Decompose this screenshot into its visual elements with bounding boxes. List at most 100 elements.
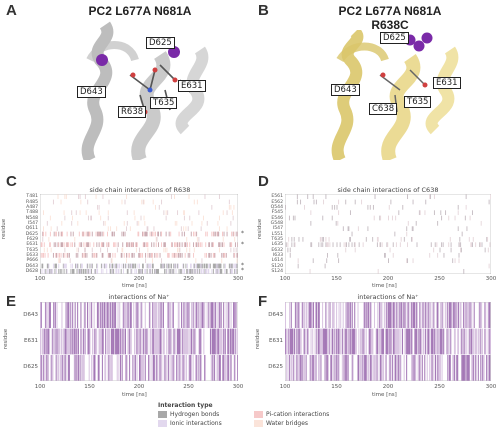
heatmap-cell [63, 263, 65, 269]
heatmap-cell [53, 302, 55, 329]
heatmap-cell [168, 268, 170, 274]
heatmap-cell [59, 252, 60, 258]
heatmap-cell [407, 328, 409, 355]
heatmap-cell [400, 354, 402, 381]
heatmap-cell [486, 236, 488, 242]
heatmap-cell [393, 328, 395, 355]
x-tick-label: 200 [382, 384, 394, 390]
x-tick-label: 200 [133, 276, 145, 282]
heatmap-cell [72, 231, 74, 237]
heatmap-cell [160, 328, 162, 355]
heatmap-cell [439, 328, 441, 355]
heatmap-cell [194, 328, 196, 355]
heatmap-cell [432, 328, 434, 355]
heatmap-cell [45, 328, 47, 355]
heatmap-cell [152, 263, 154, 269]
heatmap-cell [204, 302, 206, 329]
heatmap-cell [391, 215, 393, 221]
heatmap-cell [129, 242, 131, 248]
heatmap-row-n548 [49, 215, 234, 221]
heatmap-cell [153, 328, 155, 355]
heatmap-cell [359, 328, 361, 355]
heatmap-cell [484, 302, 486, 329]
heatmap-cell [142, 199, 144, 205]
heatmap-cell [471, 354, 473, 381]
heatmap-cell [390, 199, 392, 205]
heatmap-cell [407, 194, 409, 200]
heatmap-row-t488 [43, 210, 233, 216]
heatmap-cell [430, 354, 432, 381]
heatmap-cell [206, 220, 208, 226]
heatmap-cell [97, 302, 99, 329]
heatmap-cell [326, 258, 328, 264]
heatmap-cell [104, 302, 106, 329]
heatmap-cell [100, 328, 102, 355]
heatmap-cell [186, 302, 188, 329]
heatmap-cell [467, 302, 469, 329]
heatmap-cell [476, 328, 478, 355]
heatmap-cell [378, 302, 380, 329]
row-label: L635 [271, 242, 283, 248]
heatmap-cell [129, 252, 131, 258]
heatmap-cell [386, 302, 388, 329]
heatmap-cell [95, 194, 97, 200]
heatmap-cell [228, 302, 230, 329]
heatmap-cell [231, 242, 233, 248]
heatmap-cell [325, 242, 327, 248]
heatmap-cell [369, 204, 371, 210]
heatmap-cell [43, 247, 45, 253]
heatmap-cell [172, 354, 174, 381]
heatmap-cell [158, 354, 160, 381]
heatmap-cell [472, 328, 474, 355]
heatmap-cell [123, 252, 125, 258]
heatmap-cell [299, 302, 301, 329]
row-label: E631 [269, 338, 283, 344]
heatmap-cell [316, 302, 318, 329]
heatmap-cell [441, 242, 443, 248]
heatmap-cell [289, 328, 291, 355]
heatmap-cell [354, 242, 356, 248]
heatmap-cell [331, 215, 333, 221]
heatmap-cell [223, 328, 225, 355]
x-tick-label: 150 [84, 384, 95, 390]
heatmap-cell [323, 199, 325, 205]
heatmap-cell [66, 231, 68, 237]
heatmap-cell [152, 199, 154, 205]
heatmap-cell [83, 302, 85, 329]
heatmap-cell [231, 263, 233, 269]
heatmap-cell [83, 242, 85, 248]
heatmap-cell [347, 302, 349, 329]
heatmap-cell [463, 328, 465, 355]
heatmap-cell [224, 354, 226, 381]
heatmap-cell [424, 354, 426, 381]
heatmap-cell [190, 268, 192, 274]
heatmap-cell [447, 354, 449, 381]
heatmap-cell [42, 263, 44, 269]
heatmap-cell [64, 252, 66, 258]
heatmap-cell [202, 263, 204, 269]
heatmap-cell [308, 302, 310, 329]
heatmap-cell [291, 354, 293, 381]
heatmap-cell [196, 231, 198, 237]
heatmap-cell [490, 194, 491, 200]
heatmap-cell [92, 354, 94, 381]
heatmap-cell [193, 302, 195, 329]
chart-f-xlabel: time [ns] [372, 392, 397, 398]
heatmap-cell [64, 215, 66, 221]
heatmap-row-d625 [40, 354, 238, 381]
heatmap-cell [431, 328, 433, 355]
heatmap-cell [65, 302, 67, 329]
heatmap-cell [214, 354, 216, 381]
heatmap-cell [62, 263, 64, 269]
heatmap-cell [151, 268, 153, 274]
heatmap-cell [439, 354, 441, 381]
heatmap-cell [74, 302, 76, 329]
heatmap-cell [183, 302, 185, 329]
heatmap-cell [325, 302, 327, 329]
heatmap-cell [88, 354, 90, 381]
heatmap-cell [44, 328, 46, 355]
heatmap-cell [321, 328, 323, 355]
heatmap-cell [195, 302, 197, 329]
heatmap-cell [437, 328, 439, 355]
x-tick-label: 250 [183, 384, 194, 390]
